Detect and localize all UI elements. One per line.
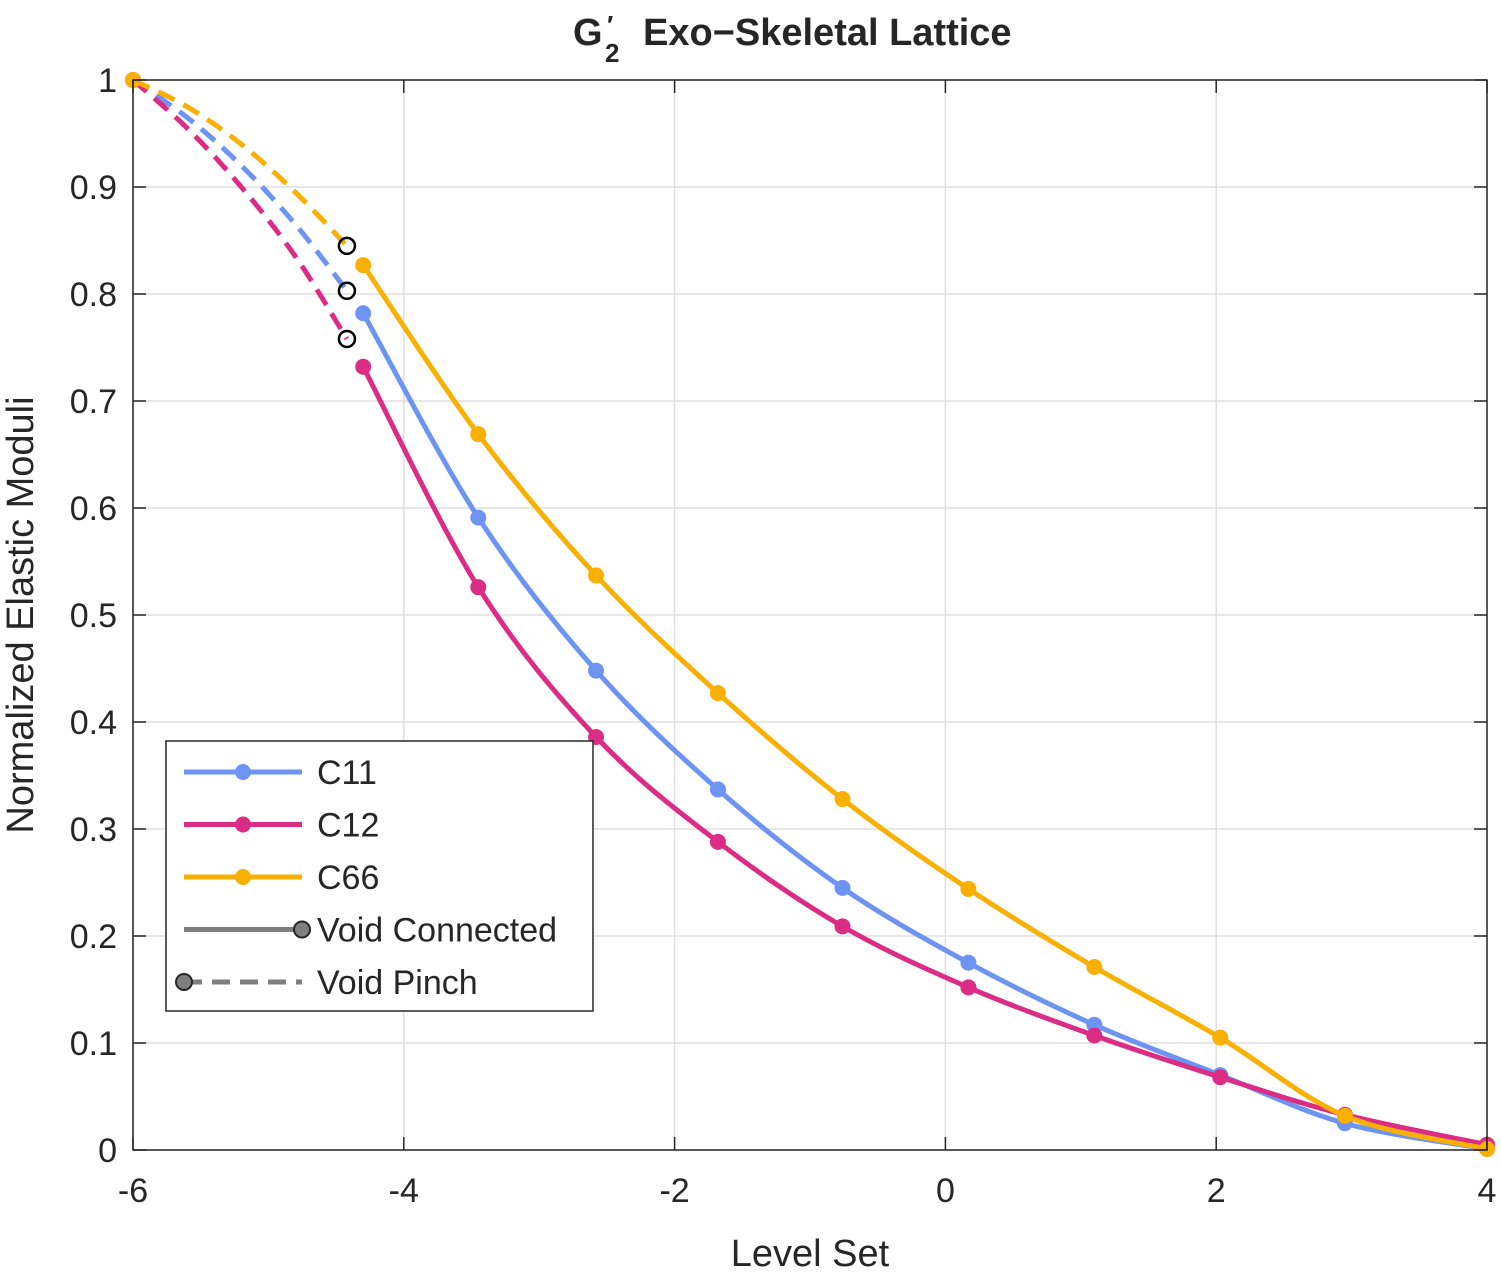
series-c66-pinch-line bbox=[131, 77, 349, 248]
x-tick-label-0: -6 bbox=[118, 1172, 148, 1210]
y-tick-label-6: 0.6 bbox=[70, 490, 117, 528]
legend-label-0: C11 bbox=[317, 754, 377, 792]
y-tick-label-10: 1 bbox=[98, 62, 117, 100]
legend-marker-1 bbox=[235, 816, 251, 833]
ticks: -6 -4 -2 0 2 4 0 0.1 0.2 0.3 0.4 0.5 0.6 0.7 0.8 0.9 1 bbox=[70, 62, 1497, 1210]
series-c11-point-3 bbox=[709, 781, 726, 798]
legend: C11 C12 C66 Void Connected Void Pinch bbox=[165, 740, 594, 1012]
legend-label-3: Void Connected bbox=[317, 912, 557, 950]
series-c12-point-1 bbox=[470, 579, 487, 596]
legend-marker-4 bbox=[175, 973, 193, 991]
legend-marker-0 bbox=[235, 764, 251, 780]
x-tick-label-4: 2 bbox=[1207, 1172, 1226, 1210]
series-c12-pinch-line bbox=[131, 78, 350, 341]
legend-entry-2: C66 bbox=[184, 859, 379, 897]
legend-entry-0: C11 bbox=[184, 754, 377, 792]
x-tick-label-3: 0 bbox=[936, 1172, 955, 1210]
series-c11-point-4 bbox=[834, 879, 851, 896]
legend-label-2: C66 bbox=[317, 859, 379, 897]
y-tick-label-7: 0.7 bbox=[70, 383, 117, 421]
y-tick-label-4: 0.4 bbox=[70, 704, 117, 742]
pinch-marker-1 bbox=[337, 281, 357, 301]
plot-area: -6 -4 -2 0 2 4 0 0.1 0.2 0.3 0.4 0.5 0.6 0.7 0.8 0.9 1 bbox=[70, 62, 1497, 1210]
legend-entry-3: Void Connected bbox=[184, 912, 557, 950]
chart-title: G ′ 2 Exo−Skeletal Lattice bbox=[573, 10, 1012, 68]
title-symbol-base: G bbox=[573, 12, 603, 54]
series-c11-pinch-line bbox=[131, 77, 349, 293]
pinch-marker-2 bbox=[337, 329, 357, 349]
series-c11-point-2 bbox=[588, 662, 605, 679]
legend-entry-1: C12 bbox=[184, 807, 379, 845]
y-axis-label: Normalized Elastic Moduli bbox=[0, 396, 42, 833]
title-symbol-prime: ′ bbox=[607, 10, 613, 40]
series-c66-point-7 bbox=[1212, 1029, 1229, 1046]
series-c66-point-3 bbox=[709, 685, 726, 702]
series-c66-point-5 bbox=[960, 880, 977, 897]
series-c11-point-5 bbox=[960, 954, 977, 971]
y-tick-label-2: 0.2 bbox=[70, 918, 117, 956]
series-c66-point-1 bbox=[470, 426, 487, 443]
x-tick-label-1: -4 bbox=[389, 1172, 419, 1210]
x-tick-label-2: -2 bbox=[659, 1172, 689, 1210]
y-tick-label-1: 0.1 bbox=[70, 1025, 117, 1063]
series-layer bbox=[125, 72, 1495, 1157]
series-c66 bbox=[125, 72, 1495, 1157]
legend-box bbox=[165, 740, 594, 1012]
series-c11-line bbox=[361, 312, 1488, 1152]
series-c11-point-0 bbox=[355, 305, 372, 322]
y-tick-label-9: 0.9 bbox=[70, 169, 117, 207]
y-tick-label-8: 0.8 bbox=[70, 276, 117, 314]
legend-entry-4: Void Pinch bbox=[175, 964, 478, 1002]
series-c12-point-3 bbox=[709, 833, 726, 850]
series-c66-point-4 bbox=[834, 791, 851, 808]
y-tick-label-0: 0 bbox=[98, 1132, 117, 1170]
series-c12-line bbox=[360, 365, 1488, 1148]
series-c66-point-8 bbox=[1336, 1107, 1353, 1124]
series-c11-point-1 bbox=[470, 509, 487, 526]
legend-entries: C11 C12 C66 Void Connected Void Pinch bbox=[175, 754, 557, 1002]
legend-label-1: C12 bbox=[317, 807, 379, 845]
legend-marker-2 bbox=[235, 869, 251, 885]
series-c66-line bbox=[361, 263, 1488, 1152]
legend-marker-3 bbox=[293, 920, 311, 939]
legend-label-4: Void Pinch bbox=[317, 964, 478, 1002]
series-c12-point-0 bbox=[355, 358, 372, 375]
x-tick-label-5: 4 bbox=[1478, 1172, 1497, 1210]
x-axis-label: Level Set bbox=[731, 1233, 890, 1273]
series-c66-point-6 bbox=[1086, 959, 1103, 976]
title-symbol-subscript: 2 bbox=[605, 38, 619, 68]
title-text: Exo−Skeletal Lattice bbox=[643, 12, 1012, 54]
y-tick-label-3: 0.3 bbox=[70, 811, 117, 849]
series-c12-point-7 bbox=[1212, 1069, 1229, 1086]
series-c66-point-0 bbox=[355, 257, 372, 274]
series-c12-point-4 bbox=[834, 918, 851, 935]
series-c66-point-2 bbox=[588, 567, 605, 584]
series-c12-point-5 bbox=[960, 979, 977, 996]
pinch-marker-0 bbox=[337, 236, 357, 256]
series-c12-point-6 bbox=[1086, 1027, 1103, 1044]
y-tick-label-5: 0.5 bbox=[70, 597, 117, 635]
